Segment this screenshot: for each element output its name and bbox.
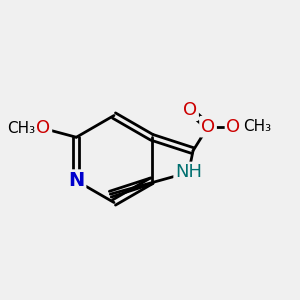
Text: O: O [201, 118, 215, 136]
Text: CH₃: CH₃ [244, 119, 272, 134]
Text: N: N [68, 171, 85, 190]
Text: NH: NH [175, 164, 202, 181]
Text: O: O [226, 118, 241, 136]
Text: O: O [36, 119, 50, 137]
Text: CH₃: CH₃ [7, 121, 35, 136]
Text: O: O [183, 101, 197, 119]
